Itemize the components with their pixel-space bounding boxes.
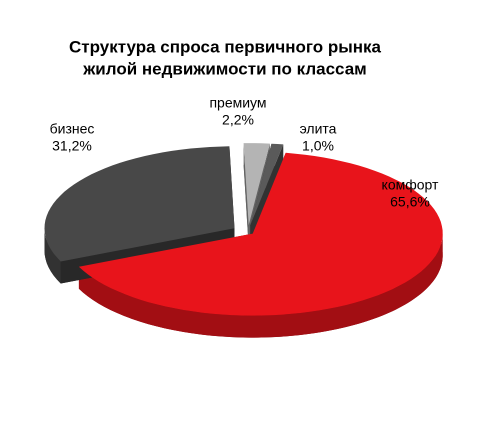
slice-wall	[44, 228, 61, 284]
chart-title: жилой недвижимости по классам	[82, 59, 367, 78]
slice-label: бизнес	[50, 121, 95, 137]
slice	[250, 143, 284, 226]
slice-wall	[78, 233, 443, 338]
slice-label: комфорт	[382, 177, 439, 193]
slice-value-label: 31,2%	[52, 138, 92, 154]
slice-label: элита	[300, 121, 337, 137]
slice	[44, 146, 235, 262]
slice	[243, 143, 270, 226]
chart-title: Структура спроса первичного рынка	[69, 37, 382, 56]
slice-value-label: 65,6%	[390, 194, 430, 210]
slice-value-label: 1,0%	[302, 138, 334, 154]
slice-edge	[243, 143, 249, 248]
slice	[78, 152, 443, 316]
slice-label: премиум	[209, 95, 266, 111]
slice-value-label: 2,2%	[222, 112, 254, 128]
